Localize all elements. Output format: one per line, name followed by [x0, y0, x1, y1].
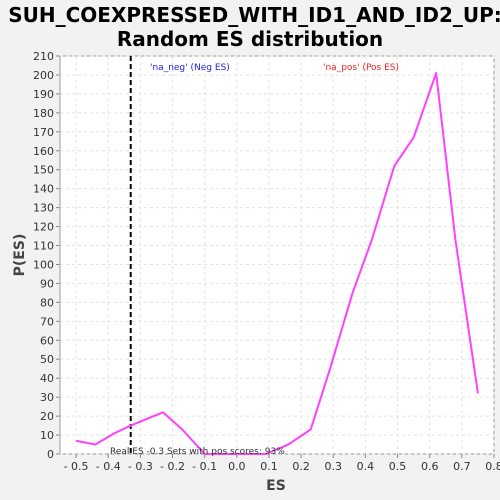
x-tick-label: - 0.1	[192, 460, 217, 473]
y-tick-label: 20	[40, 410, 54, 423]
y-tick-label: 100	[33, 258, 54, 271]
y-tick-label: 150	[33, 164, 54, 177]
x-tick-label: 0.4	[357, 460, 375, 473]
legend-pos-es: 'na_pos' (Pos ES)	[323, 63, 399, 73]
x-tick-label: 0.8	[485, 460, 500, 473]
real-es-annotation: Real ES -0.3 Sets with pos scores: 93%	[110, 447, 285, 457]
es-distribution-line	[75, 72, 479, 455]
y-tick-label: 180	[33, 107, 54, 120]
y-tick-label: 10	[40, 429, 54, 442]
x-axis-ticks: - 0.5 - 0.4 - 0.3 - 0.2 - 0.1 0.0 0.1 0.2 0.3 0.4…	[64, 454, 500, 473]
chart-title-line-1: SUH_COEXPRESSED_WITH_ID1_AND_ID2_UP:	[8, 3, 500, 27]
y-axis-label: P(ES)	[12, 234, 28, 277]
chart-title-line-2: Random ES distribution	[117, 27, 383, 51]
legend-neg-es: 'na_neg' (Neg ES)	[150, 63, 230, 73]
y-tick-label: 70	[40, 315, 54, 328]
y-tick-label: 140	[33, 183, 54, 196]
x-tick-label: - 0.2	[160, 460, 185, 473]
y-tick-label: 30	[40, 391, 54, 404]
y-tick-label: 40	[40, 372, 54, 385]
plot-area	[59, 55, 495, 455]
y-tick-label: 210	[33, 50, 54, 63]
y-tick-label: 170	[33, 126, 54, 139]
y-tick-label: 80	[40, 296, 54, 309]
y-tick-label: 200	[33, 69, 54, 82]
x-tick-label: 0.1	[260, 460, 278, 473]
x-tick-label: - 0.3	[128, 460, 153, 473]
y-axis-ticks: 0 10 20 30 40 50 60 70 80 90 100 110 120 130 140 150 160…	[33, 50, 60, 461]
y-tick-label: 0	[47, 448, 54, 461]
x-tick-label: 0.5	[389, 460, 407, 473]
x-tick-label: 0.3	[325, 460, 343, 473]
x-tick-label: 0.0	[228, 460, 246, 473]
x-tick-label: - 0.5	[64, 460, 89, 473]
y-tick-label: 90	[40, 277, 54, 290]
grid-lines	[60, 55, 495, 455]
x-tick-label: 0.2	[292, 460, 310, 473]
y-tick-label: 190	[33, 88, 54, 101]
series-layer	[75, 72, 479, 455]
x-tick-label: 0.6	[421, 460, 439, 473]
y-tick-label: 130	[33, 202, 54, 215]
y-tick-label: 50	[40, 353, 54, 366]
x-axis-label: ES	[266, 478, 286, 494]
y-tick-label: 60	[40, 334, 54, 347]
y-tick-label: 160	[33, 145, 54, 158]
x-tick-label: 0.7	[453, 460, 471, 473]
y-tick-label: 110	[33, 240, 54, 253]
x-tick-label: - 0.4	[96, 460, 121, 473]
y-tick-label: 120	[33, 221, 54, 234]
